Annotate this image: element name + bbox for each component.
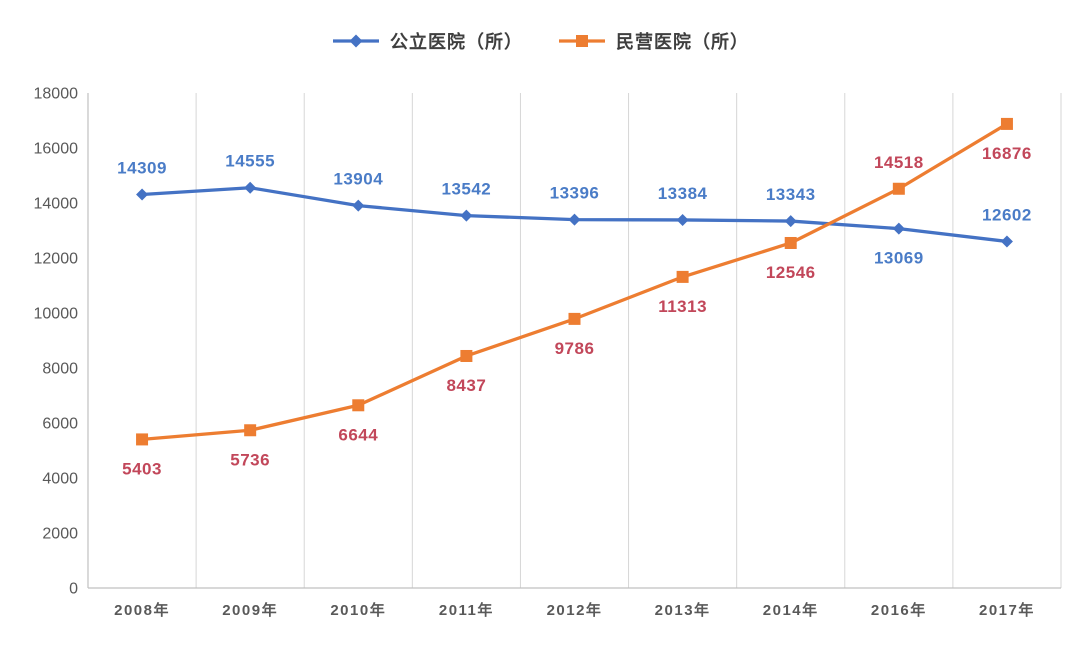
data-label: 14555 xyxy=(225,152,275,171)
x-axis-tick-label: 2017年 xyxy=(979,601,1035,619)
data-label: 6644 xyxy=(338,425,378,444)
data-label: 16876 xyxy=(982,144,1032,163)
x-axis-tick-label: 2011年 xyxy=(439,601,494,619)
data-label: 5736 xyxy=(230,450,270,469)
data-label: 5403 xyxy=(122,459,162,478)
x-axis-tick-label: 2013年 xyxy=(655,601,711,619)
data-label: 13396 xyxy=(550,184,600,203)
y-axis-tick-label: 16000 xyxy=(34,141,79,158)
y-axis-tick-label: 6000 xyxy=(42,416,78,433)
data-label: 12602 xyxy=(982,205,1032,224)
x-axis-tick-label: 2012年 xyxy=(547,601,603,619)
legend-label-private-hospitals: 民营医院（所） xyxy=(616,32,749,52)
data-label: 12546 xyxy=(766,263,816,282)
x-axis-tick-label: 2016年 xyxy=(871,601,927,619)
y-axis-tick-labels: 0 2000 4000 6000 8000 10000 12000 14000 16000 180… xyxy=(34,86,79,598)
data-point-marker xyxy=(676,213,689,226)
y-axis-tick-label: 14000 xyxy=(34,196,79,213)
x-axis-tick-label: 2010年 xyxy=(330,601,386,619)
series-1: 5403 5736 6644 8437 9786 11313 12546 14518 16876 xyxy=(122,117,1032,478)
data-point-marker xyxy=(1000,117,1013,130)
data-label: 13542 xyxy=(441,180,491,199)
data-point-marker xyxy=(568,312,581,325)
data-point-marker xyxy=(460,349,473,362)
data-label: 13069 xyxy=(874,249,924,268)
data-point-marker xyxy=(568,213,581,226)
y-axis-tick-label: 4000 xyxy=(42,471,78,488)
data-point-marker xyxy=(784,236,797,249)
legend-label-public-hospitals: 公立医院（所） xyxy=(390,32,523,52)
data-point-marker xyxy=(1000,235,1013,248)
gridlines xyxy=(87,93,1062,588)
x-axis-tick-label: 2009年 xyxy=(222,601,278,619)
data-point-marker xyxy=(892,222,905,235)
y-axis-tick-label: 2000 xyxy=(42,526,78,543)
data-label: 13904 xyxy=(333,170,383,189)
data-point-marker xyxy=(136,433,149,446)
x-axis-tick-label: 2008年 xyxy=(114,601,170,619)
data-point-marker xyxy=(136,188,149,201)
data-point-marker xyxy=(352,199,365,212)
data-point-marker xyxy=(244,181,257,194)
data-label: 8437 xyxy=(446,376,486,395)
legend-item-private-hospitals[interactable]: 民营医院（所） xyxy=(557,28,749,54)
data-point-marker xyxy=(460,209,473,222)
data-point-marker xyxy=(676,270,689,283)
legend-item-public-hospitals[interactable]: 公立医院（所） xyxy=(331,28,523,54)
data-label: 11313 xyxy=(658,297,707,316)
data-point-marker xyxy=(352,399,365,412)
y-axis-tick-label: 12000 xyxy=(34,251,79,268)
series-0: 14309 14555 13904 13542 13396 13384 13343 13069… xyxy=(117,152,1032,268)
data-point-marker xyxy=(784,215,797,228)
x-axis-tick-labels: 2008年 2009年 2010年 2011年 2012年 2013年 2014年 2016年… xyxy=(114,601,1035,619)
data-point-marker xyxy=(244,424,257,437)
data-label: 13343 xyxy=(766,185,816,204)
data-label: 14309 xyxy=(117,159,167,178)
data-label: 9786 xyxy=(555,339,595,358)
y-axis-tick-label: 0 xyxy=(69,581,78,598)
legend-line-square-icon xyxy=(559,35,605,47)
data-label: 13384 xyxy=(658,184,708,203)
y-axis-tick-label: 10000 xyxy=(34,306,79,323)
data-label: 14518 xyxy=(874,153,924,172)
x-axis-tick-label: 2014年 xyxy=(763,601,819,619)
chart-legend: 公立医院（所） 民营医院（所） xyxy=(0,28,1080,54)
legend-line-diamond-icon xyxy=(333,34,379,48)
y-axis-tick-label: 18000 xyxy=(34,86,79,103)
data-point-marker xyxy=(892,182,905,195)
y-axis-tick-label: 8000 xyxy=(42,361,78,378)
